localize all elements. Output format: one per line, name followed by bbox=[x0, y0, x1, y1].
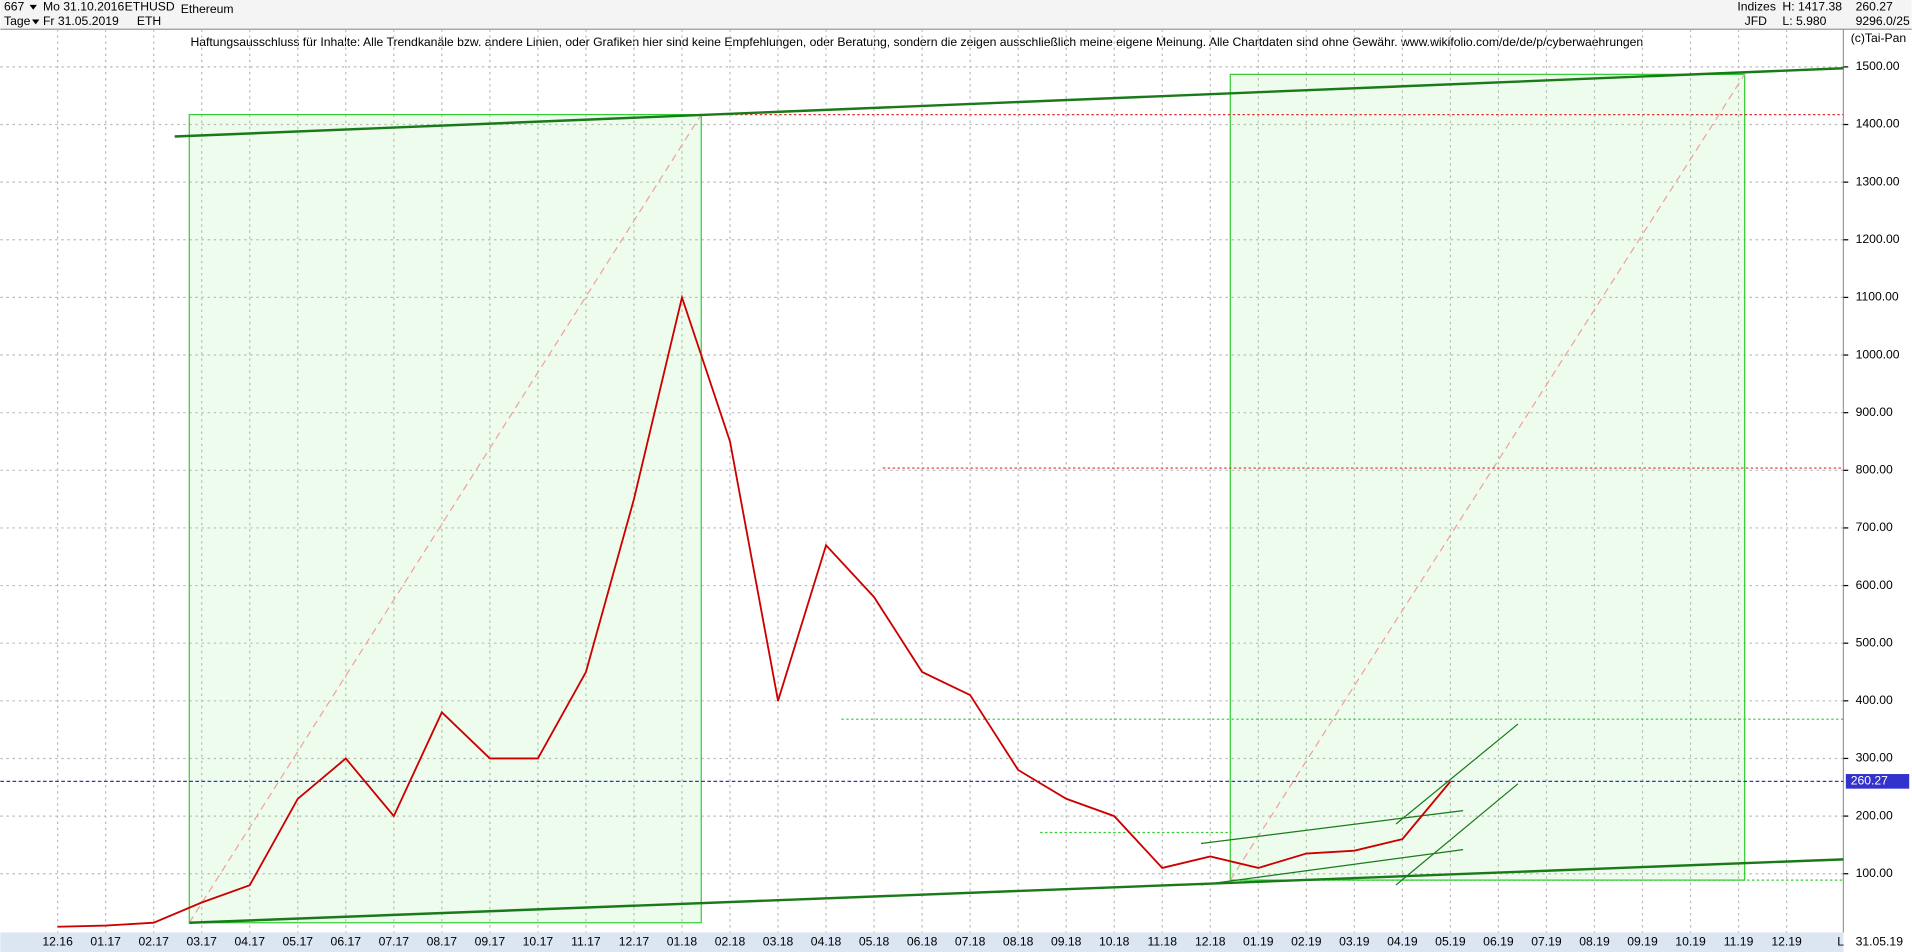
x-tick-label: 09.17 bbox=[475, 934, 506, 948]
x-tick-label: 11.18 bbox=[1147, 934, 1177, 948]
dropdown-icon[interactable] bbox=[29, 4, 37, 10]
y-tick-label: 100.00 bbox=[1856, 866, 1893, 880]
scale-mode[interactable]: L bbox=[1837, 934, 1844, 948]
high: H: 1417.38 bbox=[1782, 0, 1842, 14]
price-line bbox=[57, 294, 1452, 928]
y-tick-label: 700.00 bbox=[1856, 520, 1893, 534]
x-tick-label: 01.19 bbox=[1243, 934, 1274, 948]
x-tick-label: 12.18 bbox=[1195, 934, 1226, 948]
y-tick-label: 1300.00 bbox=[1856, 174, 1900, 188]
y-tick-label: 500.00 bbox=[1856, 635, 1893, 649]
x-tick-label: 07.18 bbox=[955, 934, 986, 948]
x-tick-label: 08.19 bbox=[1579, 934, 1610, 948]
low: L: 5.980 bbox=[1782, 14, 1826, 28]
x-tick-label: 10.18 bbox=[1099, 934, 1130, 948]
x-tick-label: 01.17 bbox=[90, 934, 121, 948]
x-tick-label: 07.17 bbox=[379, 934, 410, 948]
y-tick-label: 1100.00 bbox=[1856, 290, 1899, 304]
x-tick-label: 04.19 bbox=[1387, 934, 1418, 948]
trend-line bbox=[189, 858, 1844, 924]
y-tick-label: 1000.00 bbox=[1856, 347, 1900, 361]
x-tick-label: 12.16 bbox=[42, 934, 73, 948]
x-tick-label: 11.19 bbox=[1724, 934, 1754, 948]
x-tick-label: 06.19 bbox=[1483, 934, 1514, 948]
channel-line bbox=[1395, 783, 1519, 886]
group: Indizes bbox=[1737, 0, 1776, 14]
channel-line bbox=[1395, 723, 1519, 825]
header-bar bbox=[0, 0, 1912, 30]
end-date: Fr 31.05.2019 bbox=[43, 14, 119, 28]
end-date-label: 31.05.19 bbox=[1856, 934, 1904, 948]
y-tick-label: 400.00 bbox=[1856, 693, 1893, 707]
x-tick-label: 03.19 bbox=[1339, 934, 1370, 948]
channel-line bbox=[1200, 809, 1464, 845]
x-tick-label: 03.18 bbox=[763, 934, 794, 948]
short-name: ETH bbox=[137, 14, 161, 28]
y-tick-label: 1500.00 bbox=[1856, 59, 1900, 73]
y-tick-label: 1200.00 bbox=[1856, 232, 1900, 246]
broker: JFD bbox=[1745, 14, 1768, 28]
x-tick-label: 11.17 bbox=[571, 934, 601, 948]
x-tick-label: 08.17 bbox=[427, 934, 458, 948]
x-tick-label: 10.19 bbox=[1675, 934, 1706, 948]
y-tick-label: 800.00 bbox=[1856, 463, 1893, 477]
x-tick-label: 07.19 bbox=[1531, 934, 1562, 948]
x-tick-label: 04.18 bbox=[811, 934, 842, 948]
volume: 9296.0/25 bbox=[1856, 14, 1910, 28]
x-tick-label: 01.18 bbox=[667, 934, 698, 948]
drawings bbox=[174, 67, 1844, 924]
y-tick-label: 1400.00 bbox=[1856, 117, 1900, 131]
last-price-label: 260.27 bbox=[1851, 774, 1888, 788]
x-tick-label: 02.18 bbox=[715, 934, 746, 948]
chart-title: Ethereum bbox=[181, 2, 234, 16]
last: 260.27 bbox=[1856, 0, 1893, 14]
y-tick-label: 900.00 bbox=[1856, 405, 1893, 419]
x-tick-label: 05.17 bbox=[283, 934, 314, 948]
dropdown-icon[interactable] bbox=[32, 19, 40, 25]
period[interactable]: Tage bbox=[4, 14, 31, 28]
x-tick-label: 09.19 bbox=[1627, 934, 1658, 948]
x-tick-label: 03.17 bbox=[186, 934, 217, 948]
x-tick-label: 05.18 bbox=[859, 934, 890, 948]
y-tick-label: 300.00 bbox=[1856, 751, 1893, 765]
x-tick-label: 12.17 bbox=[619, 934, 650, 948]
x-tick-label: 06.18 bbox=[907, 934, 938, 948]
x-tick-label: 10.17 bbox=[523, 934, 554, 948]
x-tick-label: 04.17 bbox=[235, 934, 266, 948]
y-tick-label: 600.00 bbox=[1856, 578, 1893, 592]
x-tick-label: 02.19 bbox=[1291, 934, 1322, 948]
disclaimer: Haftungsausschluss für Inhalte: Alle Tre… bbox=[190, 35, 1643, 49]
x-tick-label: 09.18 bbox=[1051, 934, 1082, 948]
x-tick-label: 08.18 bbox=[1003, 934, 1034, 948]
channel-line bbox=[1200, 849, 1464, 886]
x-axis-band bbox=[0, 932, 1844, 952]
symbol: ETHUSD bbox=[125, 0, 175, 14]
diagonal bbox=[188, 114, 702, 924]
x-tick-label: 12.19 bbox=[1771, 934, 1802, 948]
copyright: (c)Tai-Pan bbox=[1851, 31, 1906, 45]
y-tick-label: 200.00 bbox=[1856, 808, 1893, 822]
x-tick-label: 05.19 bbox=[1435, 934, 1466, 948]
count[interactable]: 667 bbox=[4, 0, 25, 14]
x-tick-label: 06.17 bbox=[331, 934, 362, 948]
start-date: Mo 31.10.2016 bbox=[43, 0, 124, 14]
diagonal bbox=[1229, 74, 1746, 881]
x-tick-label: 02.17 bbox=[138, 934, 169, 948]
last-price-box bbox=[1845, 774, 1910, 789]
trend-line bbox=[174, 67, 1844, 138]
